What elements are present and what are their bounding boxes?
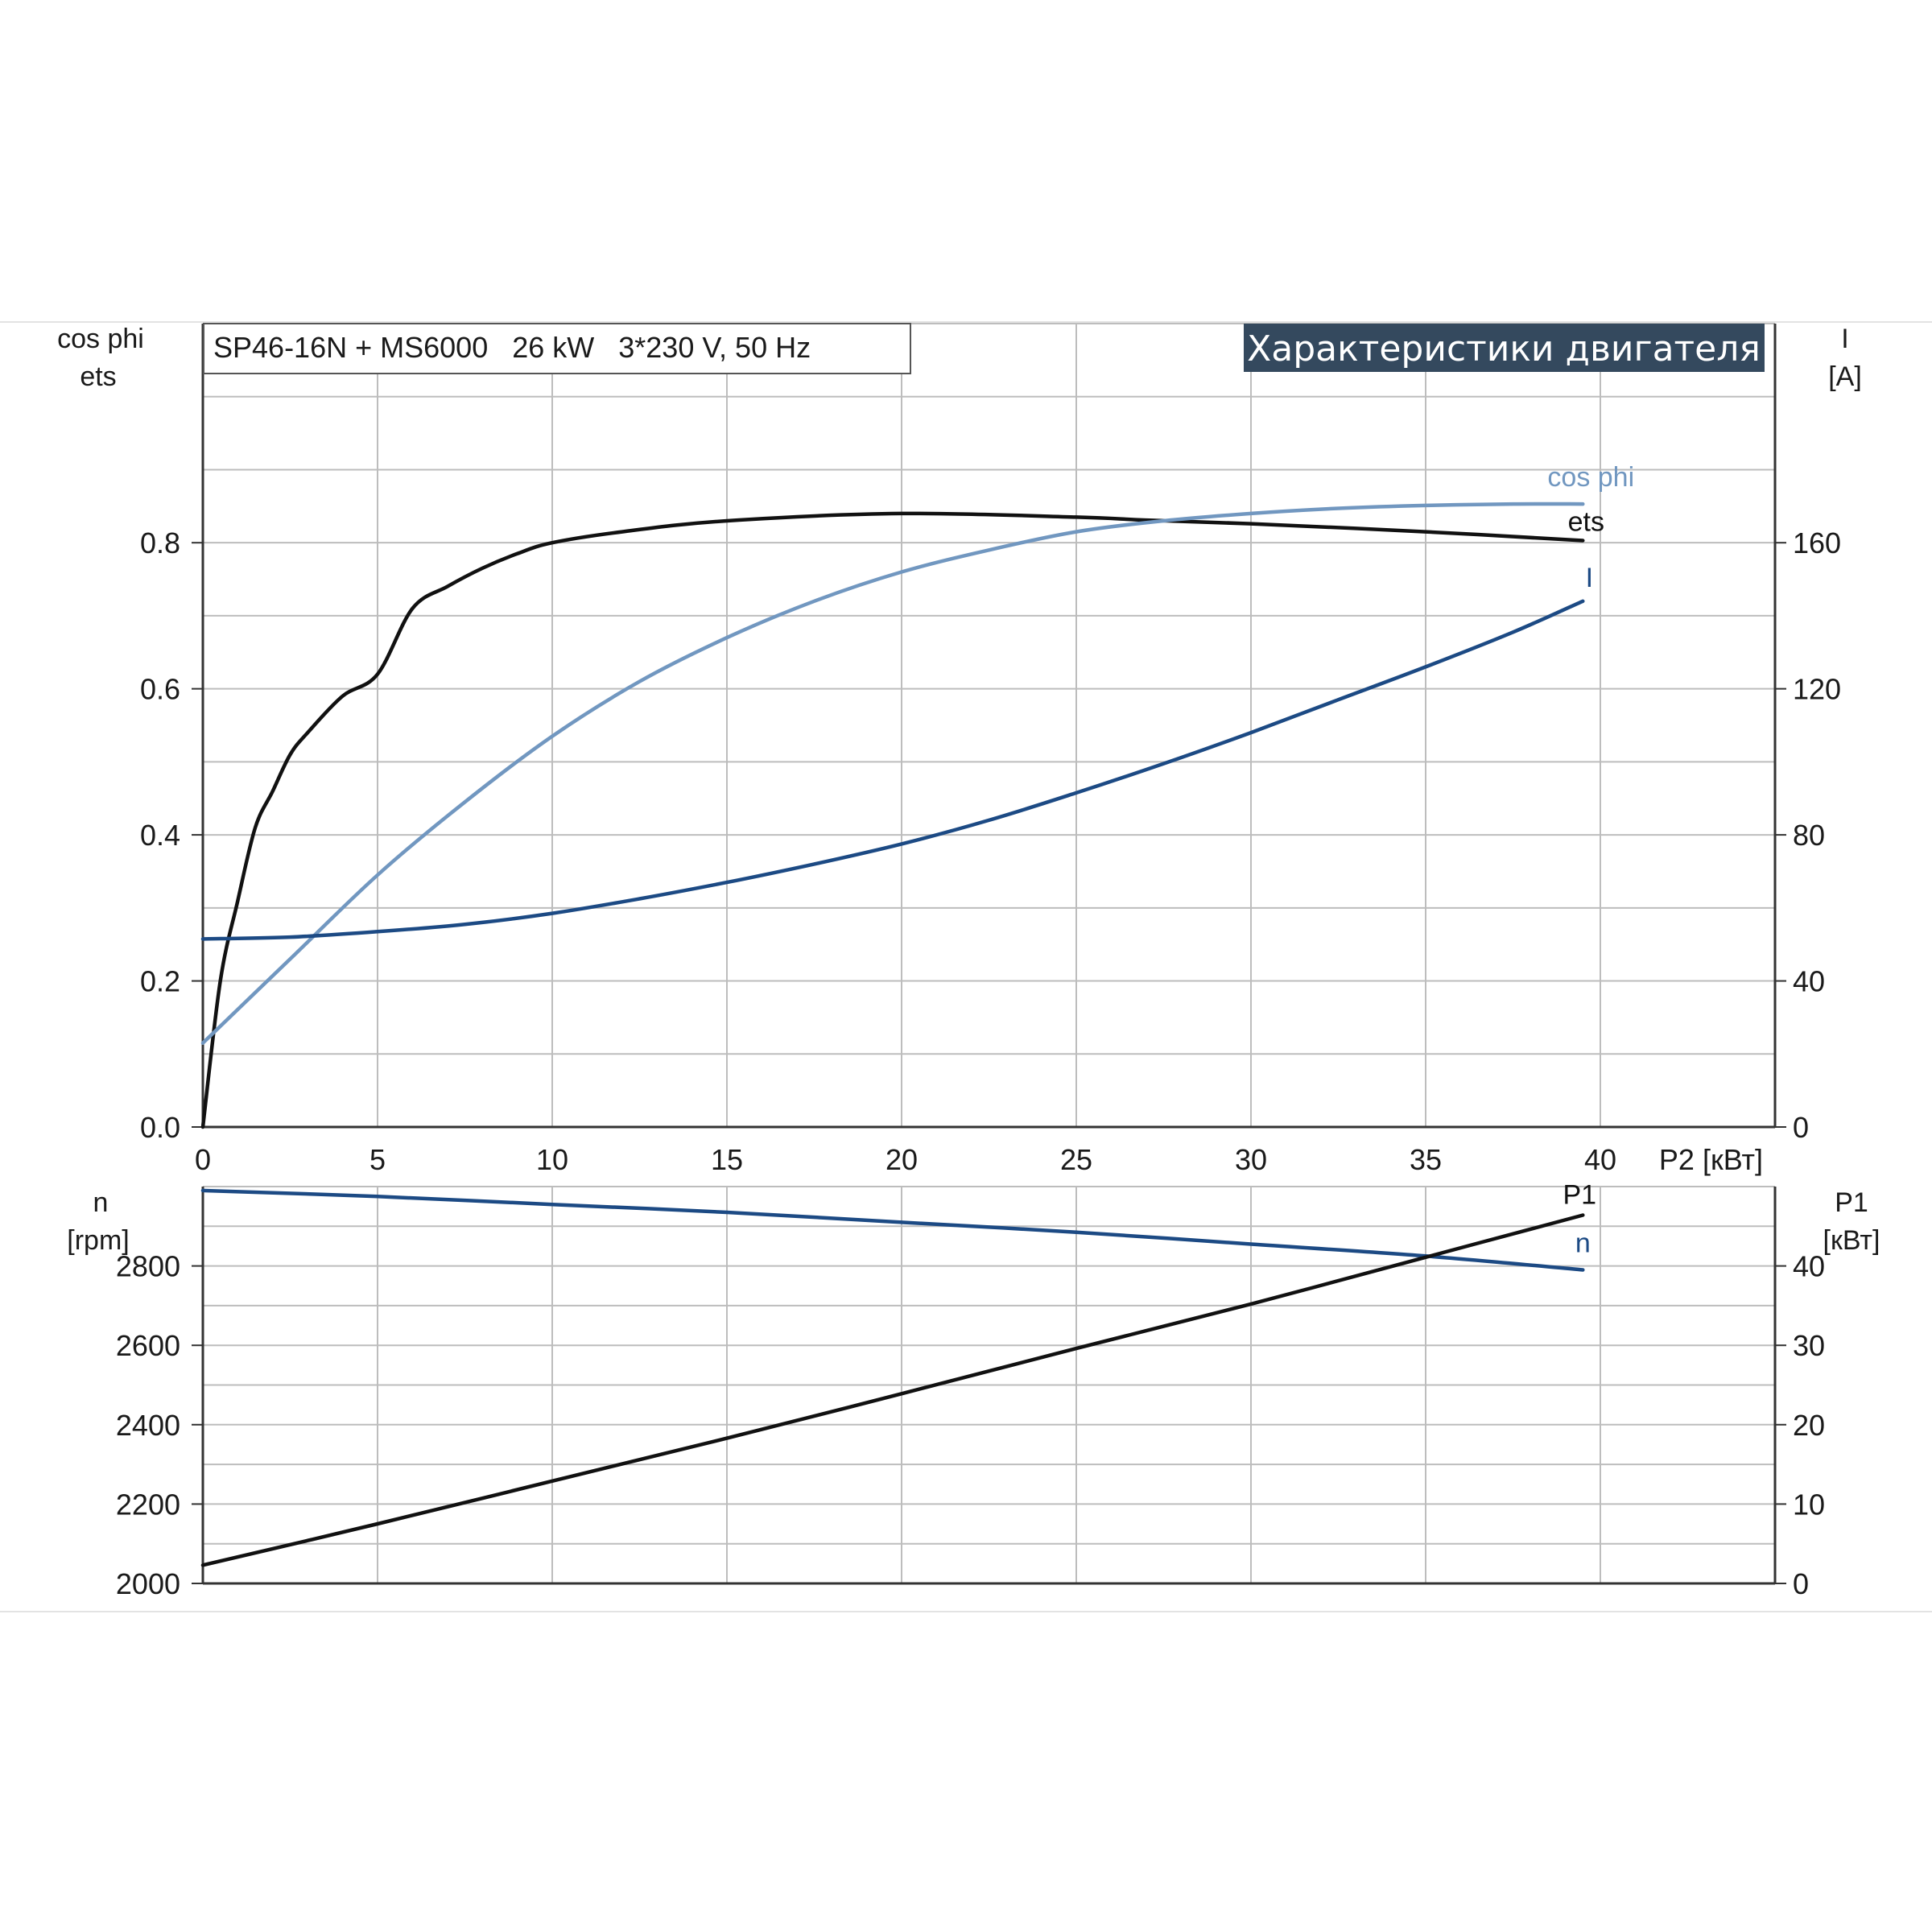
cos-phi-curve	[200, 502, 1585, 1045]
x-tick-label: 15	[711, 1143, 743, 1176]
upper-panel: 0.0 0.2 0.4 0.6 0.8 0 40 80 120 160 0 5 10 15 20 25 30 35…	[57, 323, 1862, 1176]
title-banner-text: Характеристики двигателя	[1247, 328, 1761, 369]
x-tick-label: 0	[195, 1143, 211, 1176]
lower-panel: 2000 2200 2400 2600 2800 0 10 20 30 40 n [rpm] P1 [кВ…	[67, 1179, 1880, 1600]
x-tick-label: 10	[536, 1143, 568, 1176]
p1-label: P1	[1563, 1179, 1597, 1210]
x-tick-label: 5	[369, 1143, 386, 1176]
x-tick-label: 35	[1410, 1143, 1442, 1176]
right-tick-label: 80	[1793, 819, 1825, 852]
x-tick-label: 40	[1584, 1143, 1616, 1176]
left-tick-label: 2600	[116, 1329, 180, 1362]
left-tick-label: 0.8	[140, 526, 180, 559]
right-tick-label: 30	[1793, 1329, 1825, 1362]
left-axis-title-line2: [rpm]	[67, 1225, 129, 1256]
right-tick-label: 20	[1793, 1409, 1825, 1442]
current-label: I	[1586, 563, 1593, 593]
left-tick-label: 2000	[116, 1567, 180, 1600]
x-tick-label: 25	[1060, 1143, 1092, 1176]
title-banner-background	[1244, 324, 1765, 372]
left-tick-label: 0.2	[140, 965, 180, 998]
x-axis-title: P2 [кВт]	[1659, 1143, 1763, 1176]
info-box: SP46-16N + MS6000 26 kW 3*230 V, 50 Hz	[203, 323, 911, 374]
right-tick-label: 40	[1793, 965, 1825, 998]
right-tick-label: 0	[1793, 1111, 1809, 1144]
ets-curve	[200, 511, 1585, 1129]
speed-curve	[200, 1188, 1585, 1272]
left-tick-label: 0.6	[140, 673, 180, 706]
right-tick-label: 40	[1793, 1250, 1825, 1283]
right-axis-title-line1: I	[1841, 324, 1848, 354]
cos-phi-label: cos phi	[1547, 462, 1634, 493]
p1-curve	[200, 1213, 1585, 1567]
left-tick-label: 0.4	[140, 819, 180, 852]
x-tick-label: 20	[886, 1143, 918, 1176]
right-axis-title-line2: [кВт]	[1823, 1225, 1880, 1256]
right-tick-label: 10	[1793, 1488, 1825, 1521]
left-axis-title-line2: ets	[80, 361, 116, 392]
right-tick-label: 120	[1793, 673, 1841, 706]
info-box-text: SP46-16N + MS6000 26 kW 3*230 V, 50 Hz	[213, 331, 811, 364]
current-curve	[200, 599, 1585, 941]
left-axis-title-line1: cos phi	[57, 324, 144, 354]
left-tick-label: 2800	[116, 1250, 180, 1283]
left-tick-label: 0.0	[140, 1111, 180, 1144]
left-tick-label: 2200	[116, 1488, 180, 1521]
title-banner: Характеристики двигателя	[1244, 324, 1765, 372]
right-axis-title-line2: [A]	[1828, 361, 1862, 392]
left-tick-label: 2400	[116, 1409, 180, 1442]
info-box-frame	[203, 323, 911, 374]
left-axis-title-line1: n	[93, 1187, 109, 1218]
x-tick-label: 30	[1235, 1143, 1267, 1176]
right-axis-title-line1: P1	[1835, 1187, 1868, 1218]
right-tick-label: 160	[1793, 526, 1841, 559]
speed-label: n	[1575, 1228, 1591, 1259]
ets-label: ets	[1568, 506, 1604, 537]
right-tick-label: 0	[1793, 1567, 1809, 1600]
